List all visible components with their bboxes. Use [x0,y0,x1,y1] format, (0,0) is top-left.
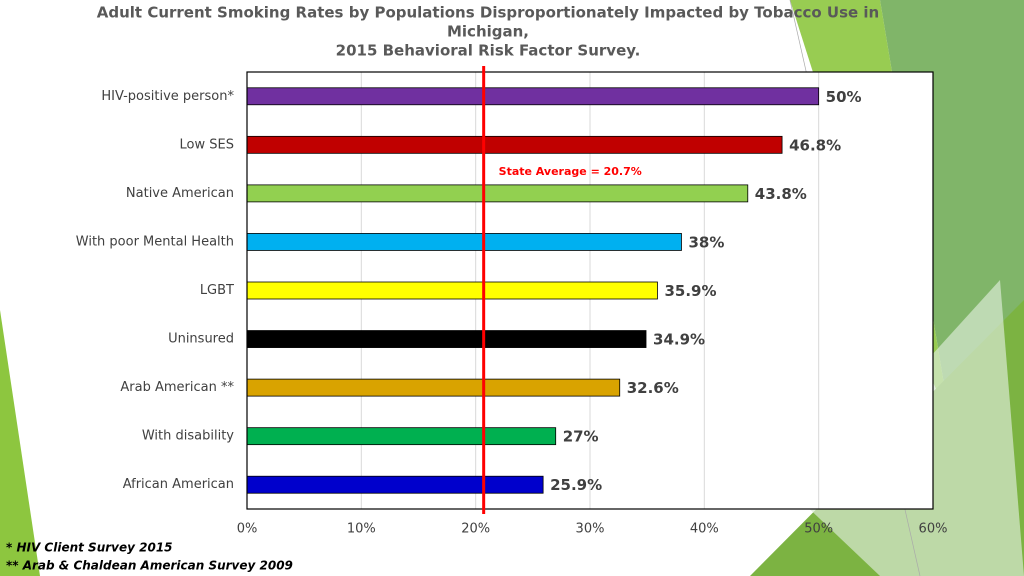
x-tick-label: 50% [804,522,833,537]
footnote: ** Arab & Chaldean American Survey 2009 [6,559,293,573]
decor [0,310,40,576]
bar [246,475,544,494]
data-label: 50% [826,88,862,106]
bar [246,427,557,446]
y-tick-label: African American [123,477,234,492]
chart-title: Michigan, [447,23,529,41]
y-tick-label: LGBT [200,283,234,298]
data-label: 38% [688,233,724,251]
x-tick-label: 60% [919,522,948,537]
chart-title: Adult Current Smoking Rates by Populatio… [97,4,879,22]
bar [246,281,658,300]
x-tick-label: 20% [461,522,490,537]
bar [246,184,749,203]
bar [246,233,682,251]
plot-border [246,71,934,510]
y-tick-label: HIV-positive person* [101,89,234,104]
y-tick-label: With poor Mental Health [76,234,234,249]
y-tick-label: Uninsured [168,332,234,347]
data-label: 46.8% [789,136,841,154]
data-label: 43.8% [755,185,807,203]
x-tick-label: 10% [347,522,376,537]
data-label: 25.9% [550,476,602,494]
chart-title: 2015 Behavioral Risk Factor Survey. [336,42,641,60]
data-label: 27% [563,428,599,446]
y-tick-label: Low SES [180,137,234,152]
bars [246,87,820,494]
bar [246,378,621,397]
bar [246,330,647,348]
y-tick-label: With disability [142,429,234,444]
data-label: 35.9% [664,282,716,300]
data-label: 32.6% [627,379,679,397]
footnote: * HIV Client Survey 2015 [6,541,173,555]
reference-label: State Average = 20.7% [499,165,642,178]
bar [246,135,783,154]
bar [246,87,820,106]
x-tick-label: 0% [237,522,258,537]
x-tick-label: 30% [576,522,605,537]
y-tick-label: Native American [126,186,234,201]
x-tick-label: 40% [690,522,719,537]
data-label: 34.9% [653,331,705,349]
y-tick-label: Arab American ** [120,380,234,395]
